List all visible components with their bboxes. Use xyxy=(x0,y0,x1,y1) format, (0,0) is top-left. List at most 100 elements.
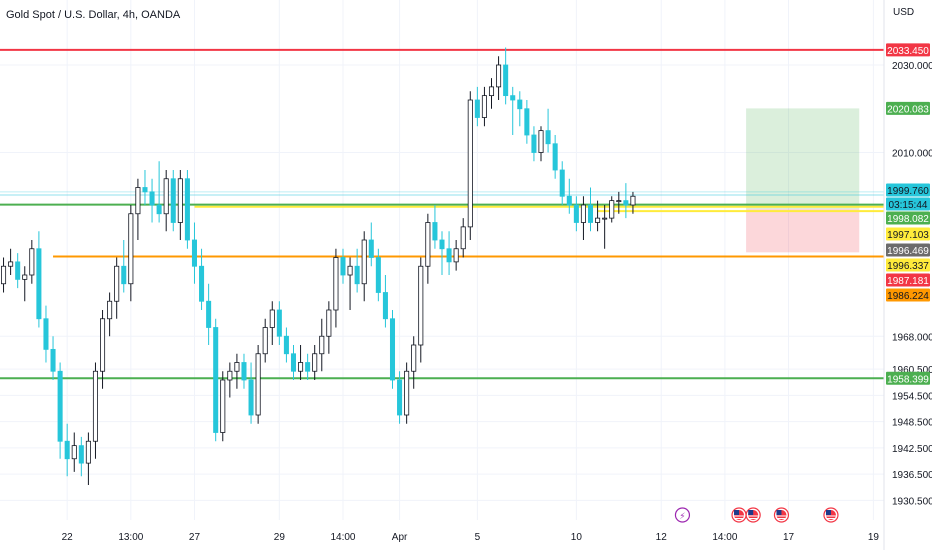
candle-body[interactable] xyxy=(623,200,629,206)
candle-body[interactable] xyxy=(467,99,473,228)
candle-body[interactable] xyxy=(241,362,247,381)
candle-body[interactable] xyxy=(439,239,445,250)
candle-body[interactable] xyxy=(121,265,127,285)
candle-body[interactable] xyxy=(191,239,198,267)
candle-body[interactable] xyxy=(580,204,586,223)
candle-body[interactable] xyxy=(149,191,155,206)
price-badge-label: 1996.469 xyxy=(887,246,929,257)
candle-body[interactable] xyxy=(481,95,487,118)
candle-body[interactable] xyxy=(616,200,622,203)
candle-body[interactable] xyxy=(170,178,176,223)
candle-body[interactable] xyxy=(290,353,297,372)
candle-body[interactable] xyxy=(248,379,254,416)
candle-body[interactable] xyxy=(382,292,388,320)
candle-body[interactable] xyxy=(552,143,558,171)
candle-body[interactable] xyxy=(298,362,304,372)
candle-body[interactable] xyxy=(347,265,353,276)
candle-body[interactable] xyxy=(276,309,282,337)
position-target-zone[interactable] xyxy=(746,108,860,209)
candle-body[interactable] xyxy=(333,257,339,311)
candle-body[interactable] xyxy=(283,335,289,355)
candle-body[interactable] xyxy=(559,169,565,197)
candle-body[interactable] xyxy=(375,257,381,293)
candle-body[interactable] xyxy=(524,108,530,136)
candle-body[interactable] xyxy=(128,213,134,285)
candle-body[interactable] xyxy=(488,86,495,97)
candle-body[interactable] xyxy=(361,239,367,285)
candle-body[interactable] xyxy=(43,318,49,350)
candle-body[interactable] xyxy=(8,261,14,267)
candle-body[interactable] xyxy=(446,248,452,263)
candle-body[interactable] xyxy=(206,300,212,328)
candle-body[interactable] xyxy=(262,327,268,355)
lightning-event-icon[interactable] xyxy=(674,507,691,523)
candle-body[interactable] xyxy=(602,217,608,220)
candle-body[interactable] xyxy=(100,318,106,372)
candle-body[interactable] xyxy=(566,195,572,206)
candle-body[interactable] xyxy=(135,187,141,215)
candle-body[interactable] xyxy=(496,64,502,88)
candle-body[interactable] xyxy=(312,353,318,372)
candle-body[interactable] xyxy=(587,204,594,223)
candle-body[interactable] xyxy=(64,440,70,460)
candle-body[interactable] xyxy=(50,348,56,372)
candle-body[interactable] xyxy=(517,99,523,110)
candle-body[interactable] xyxy=(510,95,516,101)
candle-body[interactable] xyxy=(425,222,431,267)
candle-body[interactable] xyxy=(85,440,91,464)
candle-body[interactable] xyxy=(368,239,374,258)
candle-body[interactable] xyxy=(411,344,417,372)
candle-body[interactable] xyxy=(595,217,601,223)
candle-body[interactable] xyxy=(474,99,480,118)
candle-body[interactable] xyxy=(340,257,346,276)
candle-body[interactable] xyxy=(15,261,21,280)
candle-body[interactable] xyxy=(227,370,233,381)
candle-body[interactable] xyxy=(531,134,537,153)
time-tick-label: 27 xyxy=(189,532,201,543)
candle-body[interactable] xyxy=(609,200,615,219)
candle-body[interactable] xyxy=(305,362,311,372)
candle-body[interactable] xyxy=(78,445,84,464)
candle-body[interactable] xyxy=(1,265,7,285)
candle-body[interactable] xyxy=(326,309,332,337)
price-badge xyxy=(886,288,930,302)
candle-body[interactable] xyxy=(36,248,42,320)
candle-body[interactable] xyxy=(163,178,169,215)
candle-body[interactable] xyxy=(114,265,120,302)
candle-body[interactable] xyxy=(107,300,113,320)
candle-body[interactable] xyxy=(432,222,438,241)
time-tick-label: 10 xyxy=(571,532,583,543)
candle-body[interactable] xyxy=(255,353,261,416)
candle-body[interactable] xyxy=(319,335,325,355)
candle-body[interactable] xyxy=(354,265,360,285)
candle-body[interactable] xyxy=(389,318,396,381)
candle-body[interactable] xyxy=(630,195,636,206)
candle-body[interactable] xyxy=(29,248,35,276)
candle-body[interactable] xyxy=(22,274,28,280)
candle-body[interactable] xyxy=(234,362,240,372)
time-tick-label: 19 xyxy=(868,532,880,543)
candle-body[interactable] xyxy=(156,204,162,215)
candle-body[interactable] xyxy=(220,379,226,433)
candle-body[interactable] xyxy=(199,265,205,302)
candle-body[interactable] xyxy=(418,265,424,346)
candle-body[interactable] xyxy=(404,370,410,416)
candle-body[interactable] xyxy=(460,226,466,250)
candle-body[interactable] xyxy=(397,379,403,416)
candle-body[interactable] xyxy=(453,248,459,263)
candle-body[interactable] xyxy=(142,187,148,193)
candle-body[interactable] xyxy=(545,130,551,145)
candle-body[interactable] xyxy=(269,309,275,328)
candle-body[interactable] xyxy=(573,204,579,223)
candle-body[interactable] xyxy=(538,130,544,153)
candle-body[interactable] xyxy=(503,64,509,97)
candle-body[interactable] xyxy=(184,178,190,241)
candle-body[interactable] xyxy=(213,327,219,433)
candle-body[interactable] xyxy=(57,370,63,442)
candle-body[interactable] xyxy=(71,445,77,460)
candle-body[interactable] xyxy=(177,178,183,223)
candle-body[interactable] xyxy=(92,370,98,442)
position-stop-zone[interactable] xyxy=(746,208,860,253)
